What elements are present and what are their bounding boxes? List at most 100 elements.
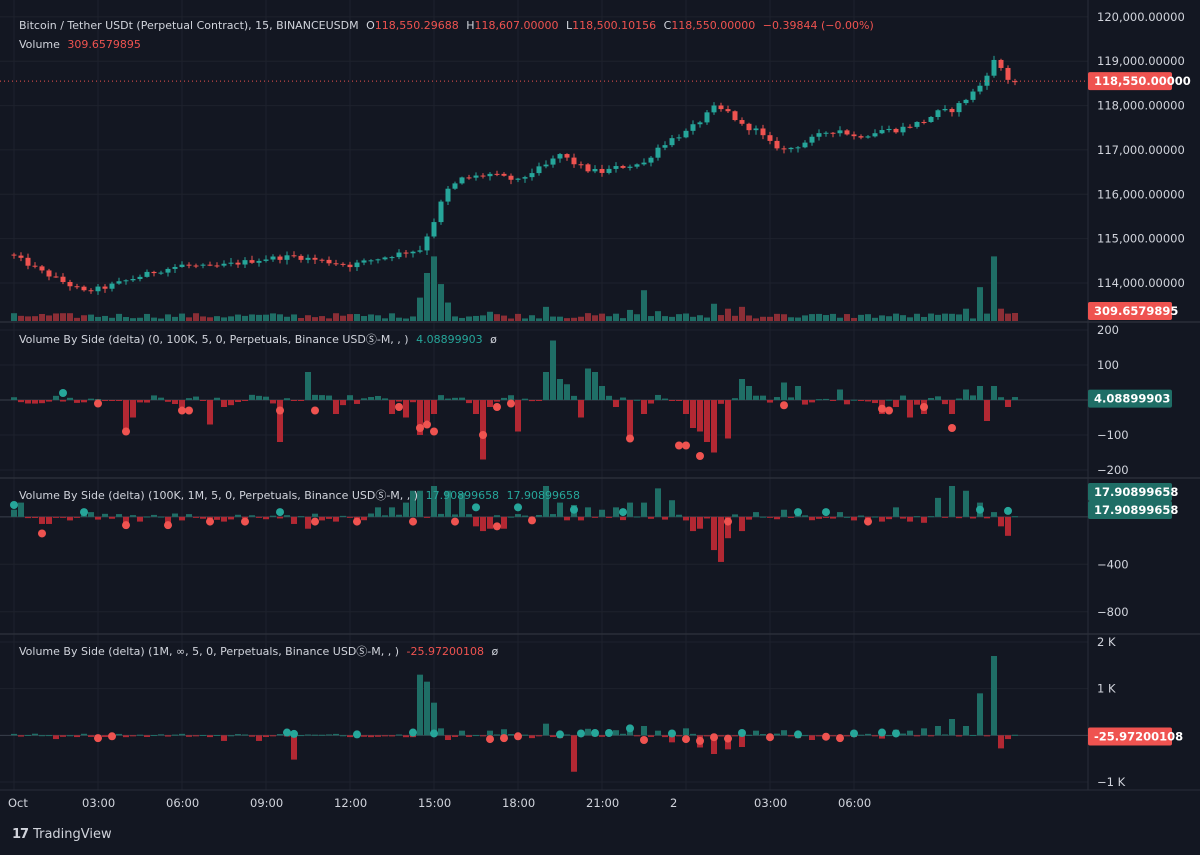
delta-bar [200, 516, 206, 519]
volume-bar [431, 256, 437, 321]
delta-bar [578, 400, 584, 418]
candle [907, 126, 913, 128]
delta-bar [214, 735, 220, 737]
main-legend[interactable]: Bitcoin / Tether USDt (Perpetual Contrac… [19, 19, 878, 32]
volume-bar [949, 313, 955, 321]
candle [508, 175, 514, 180]
volume-bar [739, 306, 745, 321]
delta-bar [67, 735, 73, 737]
delta-bar [816, 516, 822, 519]
pane1-value-tag-bg [1088, 389, 1172, 408]
volume-label[interactable]: Volume [19, 38, 60, 51]
candle [550, 158, 556, 165]
delta-bar [781, 382, 787, 400]
candle [858, 136, 864, 138]
change-value: −0.39844 (−0.00%) [762, 19, 874, 32]
delta-dot [493, 403, 501, 411]
delta-bar [725, 516, 731, 539]
y-tick-label: 115,000.00000 [1097, 232, 1185, 246]
volume-bar [802, 315, 808, 321]
delta-bar [46, 516, 52, 524]
delta-dot [353, 730, 361, 739]
candle [424, 236, 430, 251]
delta-bar [361, 516, 367, 521]
pane2-value-tag-a-bg [1088, 483, 1172, 501]
delta-bar [207, 400, 213, 425]
candle [410, 251, 416, 254]
delta-bar [781, 509, 787, 517]
delta-bar [718, 400, 724, 404]
volume-bar [249, 314, 255, 321]
volume-legend[interactable]: Volume 309.6579895 [19, 38, 145, 51]
delta-bar [144, 516, 150, 518]
delta-bar [249, 735, 255, 737]
delta-bar [256, 735, 262, 741]
delta-bar [634, 516, 640, 518]
delta-bar [459, 730, 465, 736]
delta-bar [494, 515, 500, 517]
delta-bar [347, 395, 353, 400]
tradingview-logo[interactable]: 17 TradingView [12, 827, 112, 842]
delta-bar [830, 516, 836, 519]
volume-bar [676, 314, 682, 321]
volume-bar [46, 315, 52, 321]
delta-bar [403, 502, 409, 517]
delta-bar [515, 400, 521, 432]
delta-bar [613, 730, 619, 736]
delta-dot [94, 399, 102, 408]
delta-bar [767, 400, 773, 403]
volume-bar [151, 317, 157, 321]
delta-bar [963, 389, 969, 400]
pane3-title[interactable]: Volume By Side (delta) (1M, ∞, 5, 0, Per… [19, 645, 400, 658]
volume-bar [795, 317, 801, 321]
volume-bar [697, 315, 703, 321]
delta-bar [648, 400, 654, 404]
delta-bar [956, 516, 962, 519]
delta-bar [53, 516, 59, 518]
delta-dot [668, 729, 676, 738]
volume-bar [550, 316, 556, 321]
delta-bar [95, 516, 101, 520]
delta-bar [165, 400, 171, 402]
pane2-title[interactable]: Volume By Side (delta) (100K, 1M, 5, 0, … [19, 489, 419, 502]
delta-dot [59, 389, 67, 397]
pane3-suffix: ø [491, 645, 499, 658]
symbol-title[interactable]: Bitcoin / Tether USDt (Perpetual Contrac… [19, 19, 359, 32]
delta-bar [326, 734, 332, 736]
volume-bar [228, 316, 234, 321]
pane2-legend[interactable]: Volume By Side (delta) (100K, 1M, 5, 0, … [19, 487, 584, 503]
delta-bar [438, 395, 444, 400]
pane1-title[interactable]: Volume By Side (delta) (0, 100K, 5, 0, P… [19, 333, 409, 346]
high-label: H [466, 19, 475, 32]
volume-bar [725, 308, 731, 321]
delta-bar [508, 734, 514, 736]
pane3-legend[interactable]: Volume By Side (delta) (1M, ∞, 5, 0, Per… [19, 643, 502, 659]
delta-bar [620, 516, 626, 521]
delta-bar [872, 516, 878, 518]
volume-tag: 309.6579895 [1094, 304, 1178, 318]
volume-bar [319, 316, 325, 321]
delta-bar [641, 502, 647, 517]
delta-bar [529, 735, 535, 739]
delta-bar [872, 400, 878, 404]
delta-bar [585, 368, 591, 400]
volume-bar [186, 317, 192, 321]
candle [956, 103, 962, 113]
tradingview-logo-icon: 17 [12, 827, 29, 842]
volume-bar [18, 315, 24, 321]
volume-bar [907, 317, 913, 321]
delta-bar [242, 400, 248, 401]
delta-pane-2 [0, 486, 1088, 562]
chart-canvas[interactable]: 120,000.00000119,000.00000118,000.000001… [0, 0, 1200, 813]
volume-bar [886, 316, 892, 321]
delta-bar [18, 400, 24, 403]
delta-bar [11, 733, 17, 736]
delta-bar [508, 395, 514, 400]
y-tick-label: −1 K [1097, 775, 1126, 789]
pane1-legend[interactable]: Volume By Side (delta) (0, 100K, 5, 0, P… [19, 331, 501, 347]
delta-bar [186, 398, 192, 400]
volume-bar [32, 316, 38, 321]
delta-bar [158, 734, 164, 736]
delta-bar [676, 400, 682, 401]
pane2-value: 17.90899658 [425, 489, 500, 502]
